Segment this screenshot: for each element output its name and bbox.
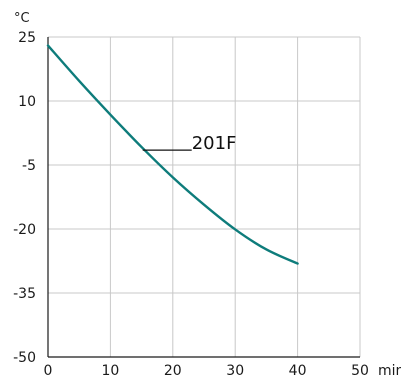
y-tick-label: 25	[18, 30, 36, 46]
y-unit-label: °C	[14, 11, 30, 26]
series	[46, 44, 299, 265]
x-tick-label: 40	[289, 363, 307, 378]
y-tick-label: -50	[13, 350, 36, 366]
x-tick-label: 20	[164, 363, 182, 378]
x-tick-label: 10	[101, 363, 119, 378]
grid	[48, 36, 361, 357]
annotation-label: 201F	[192, 133, 237, 154]
y-tick-label: -20	[13, 222, 36, 238]
series-line	[46, 44, 299, 265]
x-tick-label: 50	[351, 363, 369, 378]
x-unit-label: min	[378, 363, 401, 378]
x-tick-label: 0	[44, 363, 53, 378]
y-tick-label: -5	[22, 158, 36, 174]
tick-labels: 0 10 20 30 40 50 25 10 -5 -20 -35 -50	[13, 30, 369, 378]
y-tick-label: 10	[18, 94, 36, 110]
axes	[47, 37, 360, 358]
x-tick-label: 30	[226, 363, 244, 378]
annotation: 201F	[142, 133, 237, 154]
y-tick-label: -35	[13, 286, 36, 302]
